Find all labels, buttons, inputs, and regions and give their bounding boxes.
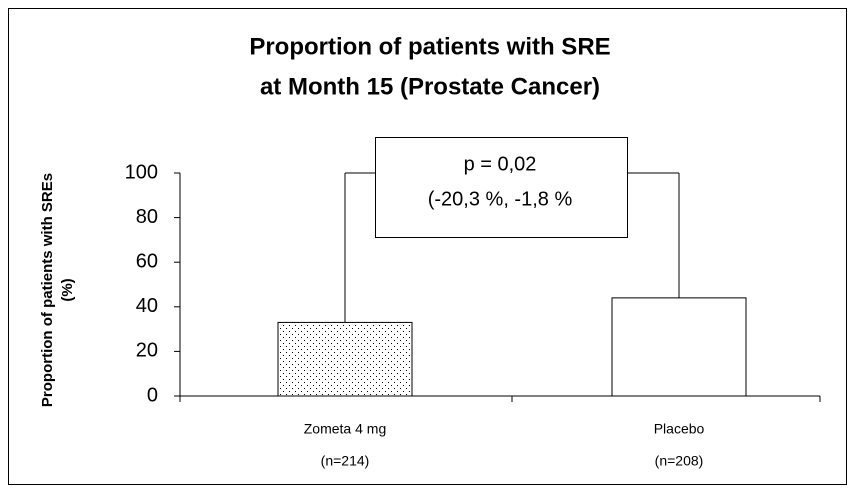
bar (611, 297, 747, 397)
y-tick-label: 80 (136, 206, 158, 228)
y-tick-label: 100 (125, 161, 158, 183)
y-tick-label: 60 (136, 250, 158, 272)
annotation: p = 0,02 (464, 153, 537, 175)
annotation-box (375, 137, 628, 238)
chart-title: at Month 15 (Prostate Cancer) (260, 73, 600, 100)
frame (8, 8, 847, 485)
y-axis-label: (%) (59, 278, 76, 301)
y-tick-label: 20 (136, 340, 158, 362)
y-tick-label: 40 (136, 295, 158, 317)
chart-title: Proportion of patients with SRE (249, 33, 610, 60)
y-axis-label: Proportion of patients with SREs (39, 173, 56, 407)
x-tick-label: Zometa 4 mg (304, 421, 386, 437)
x-tick-label: (n=214) (321, 453, 370, 469)
annotation: (-20,3 %, -1,8 % (428, 188, 573, 210)
x-tick-label: Placebo (654, 421, 705, 437)
bar (277, 321, 413, 397)
y-tick-label: 0 (147, 384, 158, 406)
x-tick-label: (n=208) (655, 453, 704, 469)
